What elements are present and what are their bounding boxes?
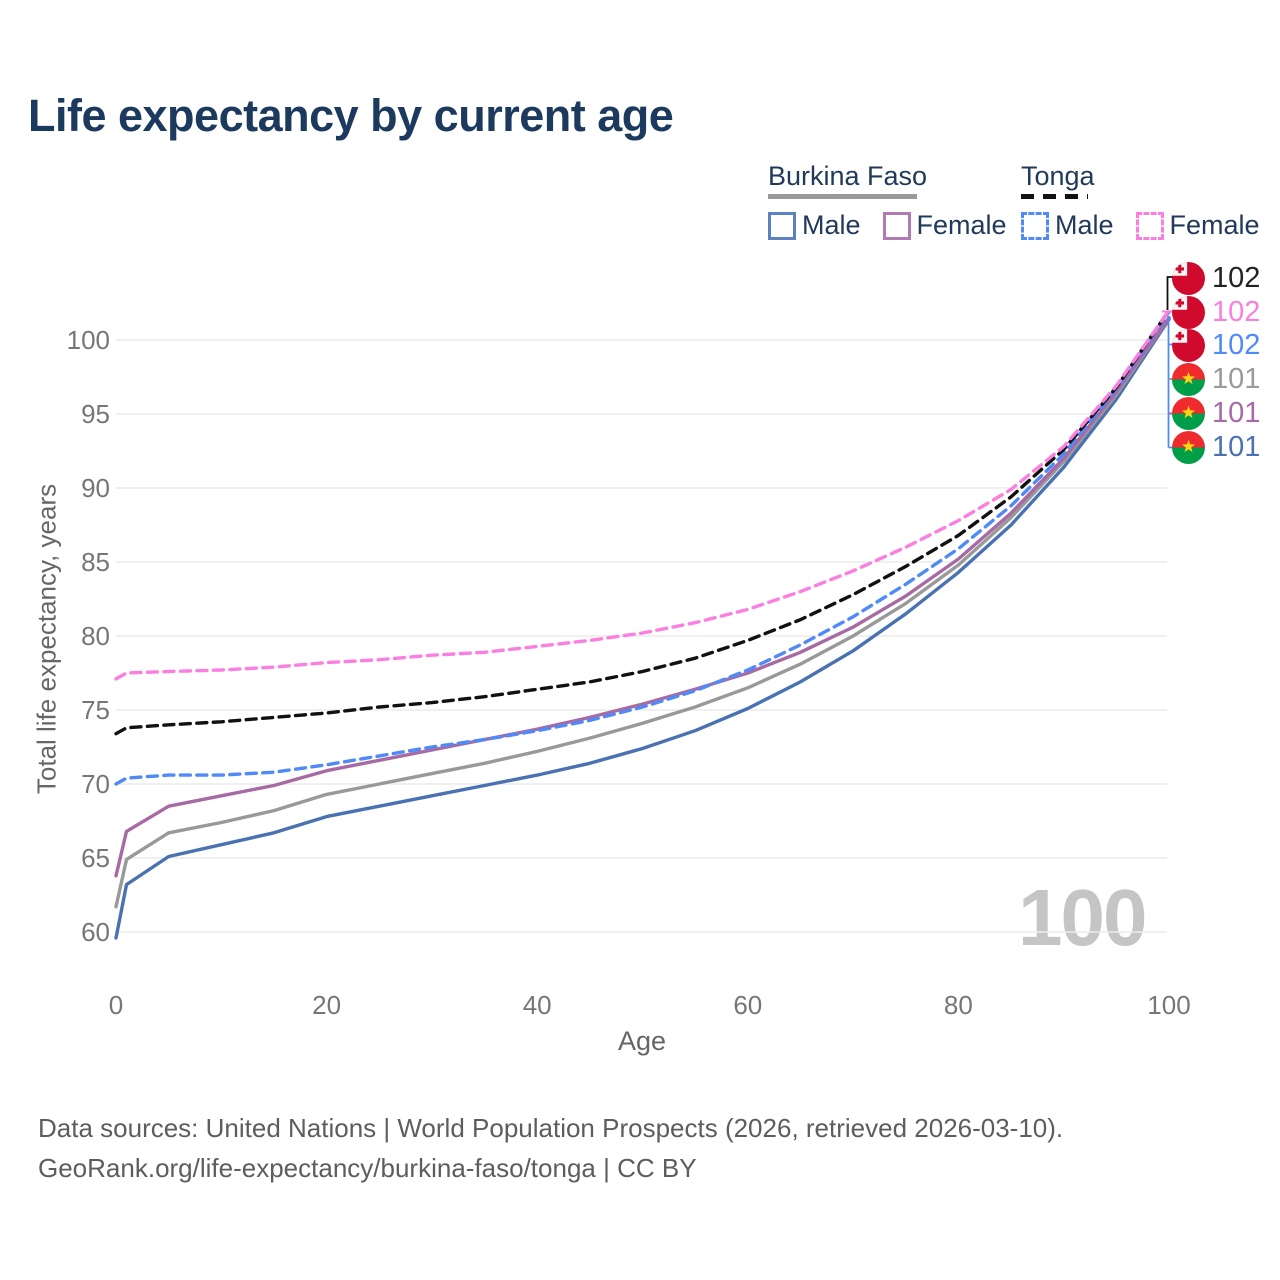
x-tick-label: 0 (108, 990, 124, 1020)
footer-data-sources: Data sources: United Nations | World Pop… (38, 1113, 1064, 1143)
y-tick-label: 75 (81, 695, 110, 725)
burkina-faso-flag-icon (1172, 397, 1205, 430)
legend-label-burkina-faso-male: Male (802, 210, 861, 240)
end-label-row: 102 (1172, 329, 1260, 363)
end-label-row: 102 (1172, 295, 1260, 329)
burkina-faso-line-swatch (768, 194, 917, 199)
end-label-value: 101 (1212, 397, 1261, 429)
end-label-row: 102 (1172, 261, 1260, 295)
end-label-row: 101 (1172, 431, 1260, 465)
series-line-tonga-both-sexes[interactable] (114, 308, 1171, 736)
burkina-faso-flag-icon (1172, 431, 1205, 464)
tonga-flag-icon (1172, 295, 1205, 329)
end-label-value: 102 (1212, 261, 1261, 294)
end-label-value: 102 (1212, 295, 1261, 328)
age-counter-watermark: 100 (1018, 873, 1147, 962)
y-tick-label: 100 (66, 325, 110, 355)
y-tick-label: 90 (81, 473, 110, 503)
end-label-value: 102 (1212, 329, 1261, 361)
checkbox-tonga-male[interactable] (1021, 211, 1049, 240)
page-title: Life expectancy by current age (28, 90, 674, 141)
end-label-row: 101 (1172, 397, 1260, 431)
y-tick-label: 60 (81, 917, 110, 947)
y-tick-label: 95 (81, 399, 110, 429)
x-tick-label: 40 (522, 990, 552, 1020)
legend-item-burkina-faso-female[interactable]: Female (882, 210, 1007, 241)
legend-group-tonga: Tonga Male Female (1021, 162, 1260, 241)
legend-label-tonga-male: Male (1055, 210, 1114, 240)
tonga-line-swatch (1021, 194, 1088, 199)
legend-item-burkina-faso-male[interactable]: Male (768, 210, 861, 241)
end-label-row: 101 (1172, 363, 1260, 397)
tonga-flag-icon (1172, 329, 1205, 362)
x-tick-label: 60 (733, 990, 763, 1020)
legend-title-tonga[interactable]: Tonga (1021, 161, 1095, 191)
series-line-burkina-faso-both-sexes[interactable] (114, 316, 1171, 909)
tonga-flag-icon (1172, 261, 1205, 295)
burkina-faso-flag-icon (1172, 363, 1205, 396)
footer: Data sources: United Nations | World Pop… (38, 1108, 1063, 1188)
legend-title-burkina-faso[interactable]: Burkina Faso (768, 161, 928, 191)
legend-item-tonga-male[interactable]: Male (1021, 210, 1114, 241)
y-tick-label: 65 (81, 843, 110, 873)
end-label-value: 101 (1212, 431, 1261, 463)
end-label-value: 101 (1212, 363, 1261, 395)
series-line-tonga-female[interactable] (114, 308, 1171, 681)
x-axis-title: Age (617, 1026, 667, 1056)
y-tick-label: 85 (81, 547, 110, 577)
connector-tonga-both (1166, 276, 1173, 310)
series-line-burkina-faso-male[interactable] (114, 317, 1171, 940)
footer-attribution: GeoRank.org/life-expectancy/burkina-faso… (38, 1153, 697, 1183)
checkbox-tonga-female[interactable] (1135, 211, 1164, 240)
y-tick-label: 70 (81, 769, 110, 799)
x-tick-label: 80 (943, 990, 973, 1020)
series-line-burkina-faso-female[interactable] (114, 316, 1171, 878)
legend-label-burkina-faso-female: Female (916, 210, 1007, 240)
legend-group-burkina-faso: Burkina Faso Male Female (768, 162, 1007, 241)
legend-label-tonga-female: Female (1169, 210, 1260, 240)
x-tick-label: 100 (1147, 990, 1191, 1020)
y-tick-label: 80 (81, 621, 110, 651)
series-line-tonga-male[interactable] (114, 310, 1171, 786)
checkbox-burkina-faso-male[interactable] (768, 211, 796, 240)
legend-item-tonga-female[interactable]: Female (1135, 210, 1260, 241)
checkbox-burkina-faso-female[interactable] (882, 211, 911, 240)
x-tick-label: 20 (312, 990, 342, 1020)
